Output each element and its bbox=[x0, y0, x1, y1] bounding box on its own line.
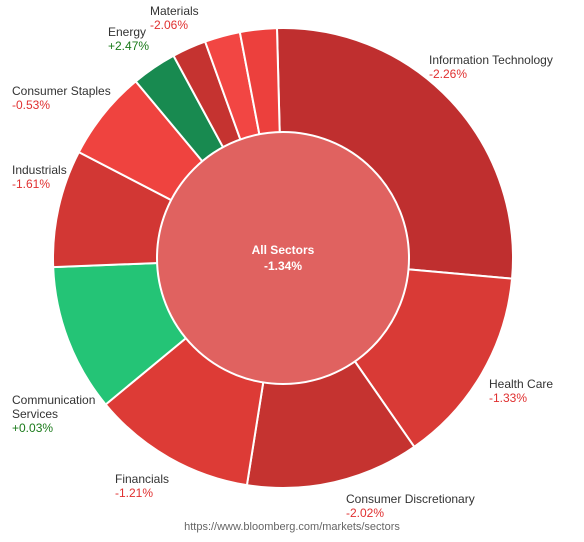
value-communication-services: +0.03% bbox=[12, 421, 53, 435]
value-consumer-staples: -0.53% bbox=[12, 98, 50, 112]
label-consumer-discretionary: Consumer Discretionary bbox=[346, 492, 475, 506]
value-financials: -1.21% bbox=[115, 486, 153, 500]
label-communication-services: Communication Services bbox=[12, 393, 95, 421]
label-consumer-staples: Consumer Staples bbox=[12, 84, 111, 98]
center-sector-label: All Sectors bbox=[252, 243, 315, 257]
label-energy: Energy bbox=[108, 25, 146, 39]
value-industrials: -1.61% bbox=[12, 177, 50, 191]
label-health-care: Health Care bbox=[489, 377, 553, 391]
label-industrials: Industrials bbox=[12, 163, 67, 177]
label-financials: Financials bbox=[115, 472, 169, 486]
value-consumer-discretionary: -2.02% bbox=[346, 506, 384, 520]
value-materials: -2.06% bbox=[150, 18, 188, 32]
label-information-technology: Information Technology bbox=[429, 53, 553, 67]
center-disc[interactable] bbox=[156, 131, 410, 385]
value-information-technology: -2.26% bbox=[429, 67, 467, 81]
value-health-care: -1.33% bbox=[489, 391, 527, 405]
source-url: https://www.bloomberg.com/markets/sector… bbox=[184, 521, 400, 533]
slice-labels: Information Technology-2.26%Health Care-… bbox=[12, 4, 553, 520]
value-energy: +2.47% bbox=[108, 39, 149, 53]
label-materials: Materials bbox=[150, 4, 199, 18]
center-sector-value: -1.34% bbox=[264, 259, 302, 273]
